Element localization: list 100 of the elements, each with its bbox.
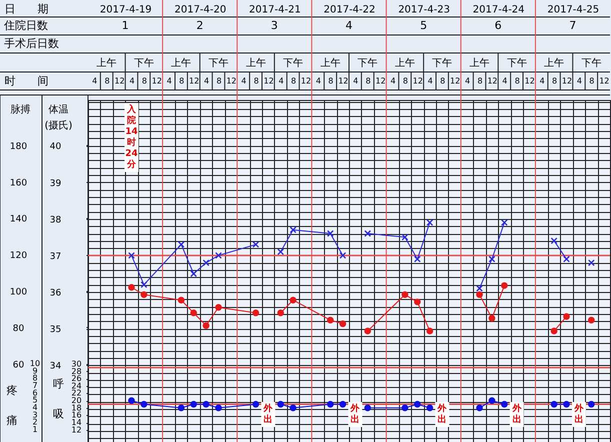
annotation: 外出 [262,403,274,425]
x2-tick-label: 2017-4-22 [324,4,376,16]
text: 7 [569,19,576,32]
x-tick-label: 12 [375,76,386,86]
x-tick-label: 8 [366,76,371,86]
y-tick-label: 37 [50,252,62,262]
point [202,322,210,329]
text: 下午 [358,57,378,69]
x-tick-label: 4 [576,76,582,86]
x-tick-label: 4 [204,76,210,86]
y2-tick-label: 180 [10,142,28,152]
text: 下午 [506,57,527,69]
x-tick-label: 12 [524,76,535,86]
y2-tick-label: 100 [10,288,28,298]
x-tick-label: 8 [440,76,446,86]
text: 呼吸 [53,378,64,420]
y-tick-label: 36 [50,288,62,299]
x-tick-label: 8 [104,76,110,86]
text: 2 [196,19,204,32]
annotation: 外出 [573,403,584,425]
text: 住院日数 [4,19,48,32]
annotation: 外出 [436,403,448,425]
point [140,291,148,298]
x-tick-label: 12 [338,76,348,86]
text: 上午 [320,57,340,69]
point [550,400,558,408]
x-tick-label: 8 [291,76,296,86]
x-tick-label: 12 [487,76,498,86]
point [140,400,148,408]
y2-tick-label: 140 [10,214,28,225]
y3-tick-label: 12 [71,425,82,434]
point [128,397,135,404]
y3-tick-label: 16 [71,410,82,420]
x-tick-label: 8 [589,76,594,86]
y-tick-label: 34 [50,362,62,372]
text: 10 [30,359,40,368]
text: 上午 [394,57,415,69]
x-tick-label: 8 [142,76,147,86]
y-tick-label: 40 [50,142,62,152]
x-tick-label: 12 [189,76,200,86]
text: 5 [32,396,38,405]
y2-tick-label: 120 [10,251,28,262]
y3-tick-label: 24 [71,381,82,390]
annotation: 外出 [350,403,361,425]
text: 7 [32,380,38,390]
text: 上午 [171,57,192,69]
y3-tick-label: 14 [71,418,82,428]
x-tick-label: 12 [599,76,610,86]
point [178,404,185,412]
point [202,400,210,408]
point [327,400,334,408]
x-tick-label: 12 [226,76,237,86]
x-tick-label: 8 [552,76,558,86]
text: 2 [32,418,38,427]
y2-axis-title: 脉搏 [10,104,30,116]
text: 4 [346,19,352,32]
point [426,404,434,412]
annotation: 外出 [511,403,522,425]
y3-tick-label: 18 [71,403,82,412]
x-tick-label: 4 [502,76,508,86]
text: 上午 [544,57,564,69]
text: 1 [122,19,129,32]
x2-tick-label: 2017-4-19 [100,4,152,16]
point [364,404,371,412]
annotation: 入院14时24分 [125,104,138,170]
text: 上午 [470,57,490,69]
x-tick-label: 8 [216,76,222,86]
text: 5 [420,19,428,32]
point [215,404,222,412]
x-tick-label: 4 [278,76,284,86]
text: 8 [32,374,38,383]
x-tick-label: 4 [92,76,98,86]
x-tick-label: 4 [316,76,321,86]
text: 6 [32,388,38,398]
x2-tick-label: 2017-4-23 [398,4,450,16]
y2-tick-label: 160 [10,178,28,188]
y-tick-label: 35 [50,325,62,336]
x-tick-label: 4 [390,76,396,86]
point [190,400,197,408]
y2-tick-label: 80 [12,324,24,334]
text: 1 [32,424,38,434]
y-tick-label: 38 [50,215,62,226]
x2-tick-label: 2017-4-24 [472,4,525,16]
x-tick-label: 8 [402,76,408,86]
text: 疼痛 [6,384,18,427]
text: 4 [32,402,38,412]
text: 下午 [208,57,228,69]
x-tick-label: 4 [540,76,545,86]
point [339,400,346,408]
x-tick-label: 8 [179,76,184,86]
point [563,400,570,408]
x-tick-label: 4 [465,76,470,86]
point [252,309,260,316]
y3-tick-label: 28 [71,366,82,376]
x-tick-label: 4 [166,76,172,86]
x-tick-label: 12 [152,76,162,86]
text: 3 [270,19,278,32]
text: 上午 [96,57,117,69]
text: 下午 [134,57,154,69]
x-tick-label: 4 [241,76,246,86]
